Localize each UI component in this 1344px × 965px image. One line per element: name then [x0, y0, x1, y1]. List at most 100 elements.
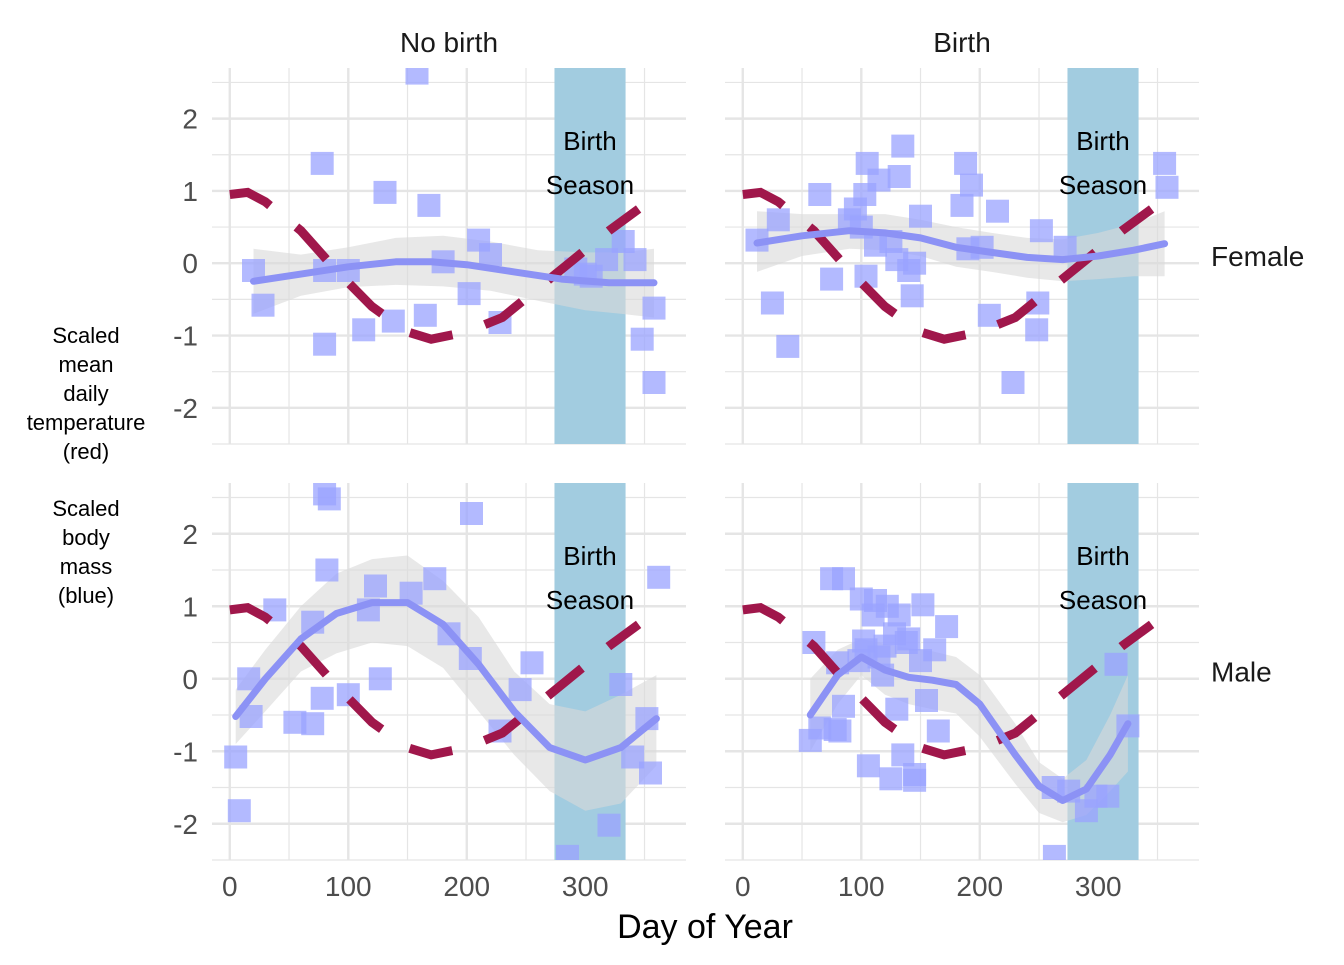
confidence-ribbon — [253, 235, 654, 318]
body-mass-point — [926, 719, 950, 743]
body-mass-point — [960, 173, 983, 197]
body-mass-point — [364, 574, 387, 598]
body-mass-point — [315, 558, 339, 582]
season-label-line1: Birth — [563, 126, 616, 156]
body-mass-point — [313, 332, 337, 356]
y-tick-label: 2 — [182, 104, 198, 135]
body-mass-point — [597, 813, 621, 837]
body-mass-point — [611, 230, 635, 253]
body-mass-point — [242, 259, 265, 282]
body-mass-point — [766, 208, 790, 232]
body-mass-point — [508, 678, 532, 702]
y-axis-title-line: (blue) — [58, 583, 114, 608]
body-mass-point — [986, 199, 1009, 223]
y-axis-title-line: Scaled — [52, 323, 119, 348]
body-mass-point — [352, 318, 376, 342]
body-mass-point — [423, 567, 447, 591]
body-mass-point — [556, 844, 579, 860]
body-mass-point — [915, 689, 938, 712]
body-mass-point — [1053, 235, 1077, 259]
y-tick-label: -2 — [173, 393, 198, 424]
row-strip-label: Female — [1211, 241, 1304, 272]
x-tick-label: 300 — [1075, 871, 1122, 902]
body-mass-point — [891, 134, 915, 158]
panel-plot-area — [224, 483, 671, 860]
x-tick-label: 200 — [956, 871, 1003, 902]
body-mass-point — [900, 284, 924, 308]
y-tick-label: 0 — [182, 248, 198, 279]
temperature-curve — [229, 603, 642, 760]
body-mass-point — [891, 743, 915, 767]
body-mass-point — [647, 565, 671, 589]
body-mass-point — [623, 248, 647, 272]
y-axis-title-line: (red) — [63, 439, 109, 464]
body-mass-point — [808, 183, 832, 206]
body-mass-point — [887, 603, 911, 627]
panel-male-no-birth: Birth Season — [212, 483, 686, 861]
body-mass-point — [1155, 175, 1179, 199]
row-strip-label: Male — [1211, 657, 1272, 688]
body-mass-point — [1096, 784, 1120, 808]
body-mass-point — [887, 165, 911, 188]
body-mass-point — [897, 627, 921, 651]
body-mass-point — [399, 581, 423, 605]
body-mass-point — [595, 248, 619, 272]
season-label-line2: Season — [546, 170, 634, 200]
season-label-line2: Season — [1059, 585, 1147, 615]
body-mass-point — [373, 180, 397, 204]
body-mass-point — [977, 303, 1001, 327]
x-tick-label: 100 — [838, 871, 885, 902]
x-tick-label: 300 — [562, 871, 609, 902]
panel-male-birth: Birth Season — [725, 483, 1199, 861]
column-strip-label: Birth — [933, 27, 991, 58]
panel-plot-area — [742, 483, 1155, 860]
body-mass-point — [1025, 318, 1049, 342]
panel-plot-area — [229, 68, 666, 444]
season-label-line2: Season — [1059, 170, 1147, 200]
body-mass-point — [854, 264, 878, 288]
body-mass-point — [935, 615, 959, 639]
body-mass-point — [911, 593, 935, 617]
y-axis-title-line: mean — [58, 352, 113, 377]
temperature-curve — [742, 187, 1155, 344]
body-mass-point — [639, 761, 662, 785]
body-mass-point — [923, 638, 947, 662]
body-mass-point — [368, 667, 392, 691]
body-mass-point — [405, 68, 429, 85]
x-tick-label: 200 — [443, 871, 490, 902]
panel-female-birth: Birth Season — [725, 68, 1199, 445]
body-mass-point — [310, 686, 334, 710]
body-mass-point — [251, 293, 275, 317]
body-mass-point — [609, 673, 633, 696]
y-axis-title-line: mass — [60, 554, 113, 579]
column-strip-label: No birth — [400, 27, 498, 58]
body-mass-point — [301, 712, 325, 736]
body-mass-point — [417, 193, 441, 217]
body-mass-point — [832, 694, 855, 718]
body-mass-point — [1042, 844, 1066, 860]
y-tick-label: -1 — [173, 736, 198, 767]
season-label-line1: Birth — [563, 541, 616, 571]
body-mass-point — [856, 754, 880, 778]
x-tick-label: 0 — [222, 871, 238, 902]
body-mass-point — [1104, 652, 1128, 676]
season-label-line2: Season — [546, 585, 634, 615]
body-mass-point — [760, 291, 784, 315]
temperature-curve — [742, 603, 1155, 760]
labels-layer: 2 1 0 -1 -2 2 1 0 -1 -2 0 100 200 300 0 100 200 300 No bir… — [27, 27, 1305, 946]
y-tick-label: -2 — [173, 809, 198, 840]
season-label-line1: Birth — [1076, 126, 1129, 156]
body-mass-smooth-line — [806, 653, 1132, 804]
body-mass-point — [828, 719, 852, 743]
body-mass-smooth-line — [753, 227, 1169, 264]
body-mass-point — [642, 371, 666, 394]
body-mass-smooth-line — [232, 599, 660, 764]
body-mass-point — [1153, 151, 1177, 175]
y-axis-title-line: daily — [63, 381, 108, 406]
panels-layer: Birth Season Birth Season Birth Season Birth Se… — [212, 68, 1199, 861]
body-mass-point — [283, 710, 307, 734]
body-mass-point — [903, 768, 927, 792]
body-mass-point — [885, 697, 909, 721]
